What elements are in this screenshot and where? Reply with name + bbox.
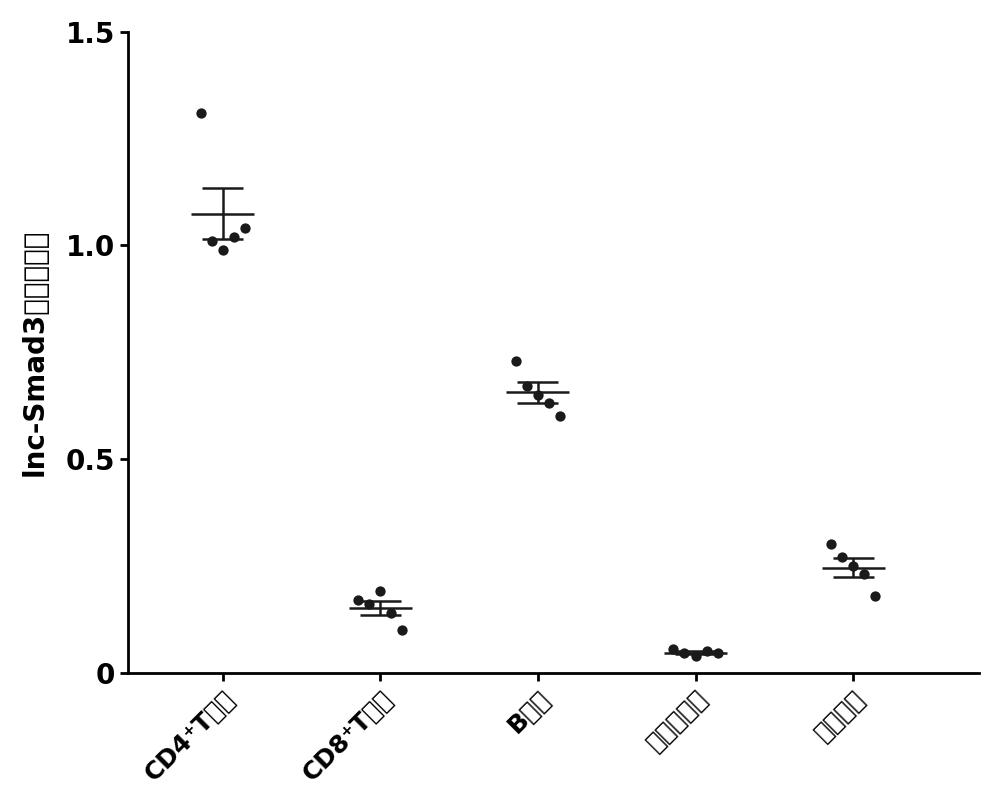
Point — [710, 647, 726, 660]
Point — [237, 222, 253, 235]
Point — [394, 624, 410, 637]
Point — [867, 589, 883, 602]
Point — [383, 606, 399, 619]
Point — [204, 235, 220, 247]
Point — [508, 355, 524, 368]
Point — [226, 231, 242, 243]
Point — [834, 550, 850, 563]
Point — [193, 106, 209, 119]
Y-axis label: lnc-Smad3相对表达量: lnc-Smad3相对表达量 — [21, 229, 49, 476]
Point — [699, 645, 715, 658]
Point — [665, 642, 681, 655]
Point — [845, 559, 861, 572]
Point — [676, 647, 692, 660]
Point — [541, 397, 557, 410]
Point — [688, 649, 704, 662]
Point — [372, 585, 388, 598]
Point — [530, 388, 546, 401]
Point — [361, 598, 377, 611]
Point — [215, 243, 231, 256]
Point — [856, 568, 872, 581]
Point — [519, 380, 535, 393]
Point — [552, 410, 568, 423]
Point — [823, 538, 839, 551]
Point — [350, 593, 366, 606]
